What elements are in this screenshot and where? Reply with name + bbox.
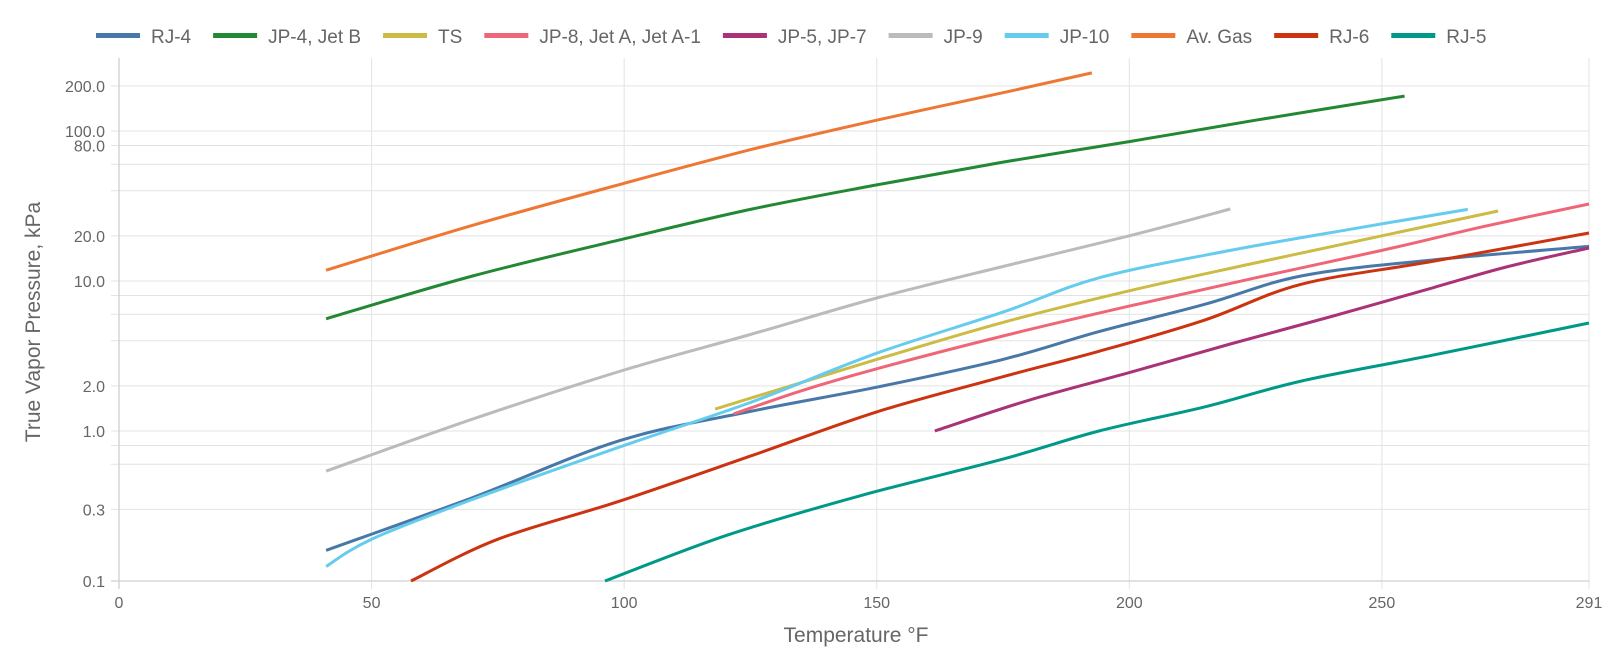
gridlines — [111, 58, 1590, 589]
legend-swatch — [722, 33, 767, 38]
legend-item-av-gas[interactable]: Av. Gas — [1131, 27, 1252, 48]
x-tick-label: 50 — [363, 595, 381, 612]
legend-swatch — [1274, 33, 1319, 38]
x-tick-label: 0 — [115, 595, 124, 612]
x-tick-label: 291 — [1576, 595, 1603, 612]
series-line-jp-10 — [325, 207, 1469, 568]
legend-label: RJ-6 — [1329, 27, 1369, 48]
x-axis-title: Temperature °F — [784, 624, 929, 647]
legend-item-rj-4[interactable]: RJ-4 — [96, 27, 192, 48]
y-tick-label: 20.0 — [74, 229, 105, 246]
series-line-rj-5 — [604, 321, 1590, 583]
legend-label: JP-8, Jet A, Jet A-1 — [539, 27, 701, 48]
legend-item-rj-5[interactable]: RJ-5 — [1391, 27, 1486, 48]
legend-swatch — [1391, 33, 1436, 38]
legend-label: RJ-5 — [1446, 27, 1486, 48]
legend-item-jp-8-jet-a-jet-a-1[interactable]: JP-8, Jet A, Jet A-1 — [484, 27, 701, 48]
y-tick-label: 200.0 — [65, 79, 105, 96]
series-line-rj-6 — [410, 231, 1590, 583]
series-line-jp-8-jet-a-jet-a-1 — [733, 202, 1590, 416]
legend-label: JP-10 — [1060, 27, 1110, 48]
legend-label: JP-5, JP-7 — [778, 27, 867, 48]
y-tick-label: 1.0 — [83, 424, 105, 441]
legend-swatch — [1131, 33, 1176, 38]
series-line-jp-5-jp-7 — [934, 246, 1590, 433]
legend-swatch — [96, 33, 140, 38]
y-tick-label: 2.0 — [83, 379, 105, 396]
y-tick-label: 100.0 — [65, 124, 105, 141]
x-tick-label: 200 — [1116, 595, 1143, 612]
legend-item-jp-9[interactable]: JP-9 — [888, 27, 983, 48]
x-tick-label: 150 — [863, 595, 890, 612]
y-tick-label: 10.0 — [74, 274, 105, 291]
legend: RJ-4 JP-4, Jet B TS JP-8, Jet A, Jet A-1 JP-… — [96, 27, 1486, 48]
series-line-jp-9 — [325, 207, 1231, 473]
legend-item-rj-6[interactable]: RJ-6 — [1274, 27, 1369, 48]
legend-swatch — [1004, 33, 1049, 38]
series-line-ts — [714, 209, 1499, 411]
legend-label: JP-9 — [944, 27, 983, 48]
legend-swatch — [383, 33, 428, 38]
legend-label: Av. Gas — [1186, 27, 1252, 48]
legend-swatch — [888, 33, 933, 38]
y-axis-title: True Vapor Pressure, kPa — [22, 201, 45, 442]
series-line-av-gas — [325, 71, 1093, 272]
y-tick-label: 0.1 — [83, 574, 105, 591]
x-tick-label: 250 — [1369, 595, 1396, 612]
legend-swatch — [213, 33, 258, 38]
x-tick-label: 100 — [611, 595, 638, 612]
legend-item-ts[interactable]: TS — [383, 27, 462, 48]
legend-label: TS — [438, 27, 462, 48]
y-tick-label: 80.0 — [74, 139, 105, 156]
legend-label: JP-4, Jet B — [268, 27, 361, 48]
series-lines — [325, 71, 1590, 583]
legend-item-jp-5-jp-7[interactable]: JP-5, JP-7 — [722, 27, 867, 48]
series-line-jp-4-jet-b — [325, 94, 1405, 321]
legend-item-jp-4-jet-b[interactable]: JP-4, Jet B — [213, 27, 361, 48]
series-line-rj-4 — [325, 244, 1590, 552]
y-tick-label: 0.3 — [83, 502, 105, 519]
legend-label: RJ-4 — [151, 27, 192, 48]
legend-item-jp-10[interactable]: JP-10 — [1004, 27, 1110, 48]
legend-swatch — [484, 33, 529, 38]
